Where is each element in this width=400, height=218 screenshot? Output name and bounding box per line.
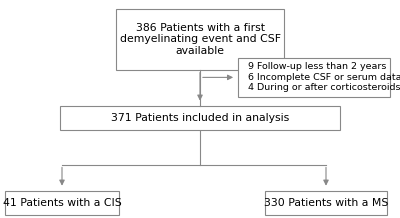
Text: 41 Patients with a CIS: 41 Patients with a CIS (3, 198, 121, 208)
Text: 330 Patients with a MS: 330 Patients with a MS (264, 198, 388, 208)
Bar (60, 106, 340, 130)
Bar (265, 191, 387, 215)
Bar (5, 191, 119, 215)
Text: 371 Patients included in analysis: 371 Patients included in analysis (111, 113, 289, 123)
Bar (238, 58, 390, 97)
Text: 9 Follow-up less than 2 years
6 Incomplete CSF or serum data
4 During or after c: 9 Follow-up less than 2 years 6 Incomple… (248, 63, 400, 92)
Bar (116, 9, 284, 70)
Text: 386 Patients with a first
demyelinating event and CSF
available: 386 Patients with a first demyelinating … (120, 23, 280, 56)
